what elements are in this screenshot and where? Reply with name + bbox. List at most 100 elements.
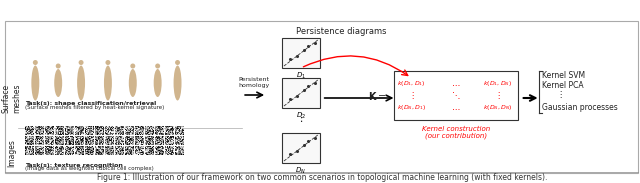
Bar — [35, 126, 44, 135]
Bar — [175, 126, 184, 135]
Point — [310, 82, 321, 85]
Ellipse shape — [104, 66, 112, 100]
Text: $k(D_N,D_1)$: $k(D_N,D_1)$ — [397, 104, 426, 113]
Ellipse shape — [175, 60, 180, 65]
Bar — [95, 136, 104, 145]
Ellipse shape — [129, 69, 137, 97]
Ellipse shape — [173, 66, 182, 100]
Text: $\vdots$: $\vdots$ — [556, 89, 563, 100]
Text: Task(s): shape classification/retrieval: Task(s): shape classification/retrieval — [26, 101, 157, 106]
Bar — [45, 136, 54, 145]
Bar — [155, 136, 164, 145]
Text: Figure 1: Illustration of our framework on two common scenarios in topological m: Figure 1: Illustration of our framework … — [97, 173, 547, 182]
Ellipse shape — [106, 60, 111, 65]
Ellipse shape — [56, 64, 61, 68]
Text: $D_1$: $D_1$ — [296, 71, 306, 81]
Text: $\ddots$: $\ddots$ — [451, 90, 461, 101]
Ellipse shape — [77, 66, 85, 100]
Bar — [75, 126, 84, 135]
Bar — [135, 126, 144, 135]
Bar — [135, 136, 144, 145]
Bar — [95, 146, 104, 155]
Ellipse shape — [54, 69, 62, 97]
Text: $\mathbf{K} = $: $\mathbf{K} = $ — [368, 89, 387, 102]
Bar — [75, 146, 84, 155]
Point — [285, 98, 295, 101]
Bar — [145, 136, 154, 145]
Text: Surface
meshes: Surface meshes — [2, 83, 21, 113]
Bar — [105, 136, 114, 145]
Ellipse shape — [33, 64, 38, 68]
Text: ⋮: ⋮ — [295, 113, 307, 123]
Text: $\vdots$: $\vdots$ — [408, 90, 415, 101]
Bar — [115, 126, 124, 135]
Bar — [164, 136, 173, 145]
Text: $k(D_1,D_1)$: $k(D_1,D_1)$ — [397, 79, 426, 87]
Text: Gaussian processes: Gaussian processes — [541, 104, 618, 113]
Bar — [115, 146, 124, 155]
Text: Kernel construction: Kernel construction — [422, 126, 490, 132]
FancyBboxPatch shape — [6, 21, 638, 173]
Text: Kernel SVM: Kernel SVM — [541, 70, 585, 79]
FancyBboxPatch shape — [282, 133, 320, 163]
Text: $k(D_N,D_N)$: $k(D_N,D_N)$ — [483, 104, 513, 113]
Point — [292, 95, 302, 98]
Text: Persistent
homology: Persistent homology — [239, 77, 269, 88]
Bar — [105, 126, 114, 135]
Point — [292, 150, 302, 152]
Bar — [85, 126, 94, 135]
Point — [299, 88, 309, 91]
Bar — [125, 126, 134, 135]
Text: $\cdots$: $\cdots$ — [451, 79, 461, 87]
Bar — [105, 146, 114, 155]
Bar — [145, 126, 154, 135]
Text: $D_N$: $D_N$ — [296, 166, 307, 176]
Bar — [75, 136, 84, 145]
Text: (our contribution): (our contribution) — [425, 132, 487, 139]
Point — [303, 139, 314, 142]
Bar — [55, 126, 64, 135]
Point — [292, 55, 302, 57]
Bar — [65, 146, 74, 155]
FancyBboxPatch shape — [394, 71, 518, 120]
Bar — [35, 136, 44, 145]
Bar — [175, 146, 184, 155]
Text: Images: Images — [7, 139, 16, 167]
Point — [299, 48, 309, 51]
Bar — [26, 136, 35, 145]
Text: (image data as weighted cubical cell complex): (image data as weighted cubical cell com… — [26, 166, 154, 171]
Text: $\cdots$: $\cdots$ — [451, 104, 461, 113]
Bar — [95, 126, 104, 135]
Point — [310, 137, 321, 140]
Point — [299, 143, 309, 146]
Bar — [155, 146, 164, 155]
Bar — [85, 146, 94, 155]
Bar — [155, 126, 164, 135]
Point — [285, 58, 295, 61]
Text: (Surface meshes filtered by heat-kernel signature): (Surface meshes filtered by heat-kernel … — [26, 105, 164, 110]
Text: $D_2$: $D_2$ — [296, 111, 306, 121]
Bar — [115, 136, 124, 145]
FancyBboxPatch shape — [282, 78, 320, 108]
Bar — [45, 146, 54, 155]
Ellipse shape — [154, 69, 162, 97]
Bar — [65, 136, 74, 145]
Bar — [145, 146, 154, 155]
Text: $k(D_1,D_N)$: $k(D_1,D_N)$ — [483, 79, 513, 87]
Bar — [164, 126, 173, 135]
Bar — [175, 136, 184, 145]
Ellipse shape — [155, 64, 160, 68]
Bar — [164, 146, 173, 155]
Bar — [35, 146, 44, 155]
Text: Task(s): texture recognition: Task(s): texture recognition — [26, 163, 124, 168]
Bar — [135, 146, 144, 155]
Text: Kernel PCA: Kernel PCA — [541, 81, 583, 89]
Text: Persistence diagrams: Persistence diagrams — [296, 27, 387, 36]
Bar — [26, 126, 35, 135]
Point — [303, 44, 314, 47]
Bar — [45, 126, 54, 135]
Bar — [125, 146, 134, 155]
Bar — [85, 136, 94, 145]
Bar — [26, 146, 35, 155]
Bar — [55, 136, 64, 145]
